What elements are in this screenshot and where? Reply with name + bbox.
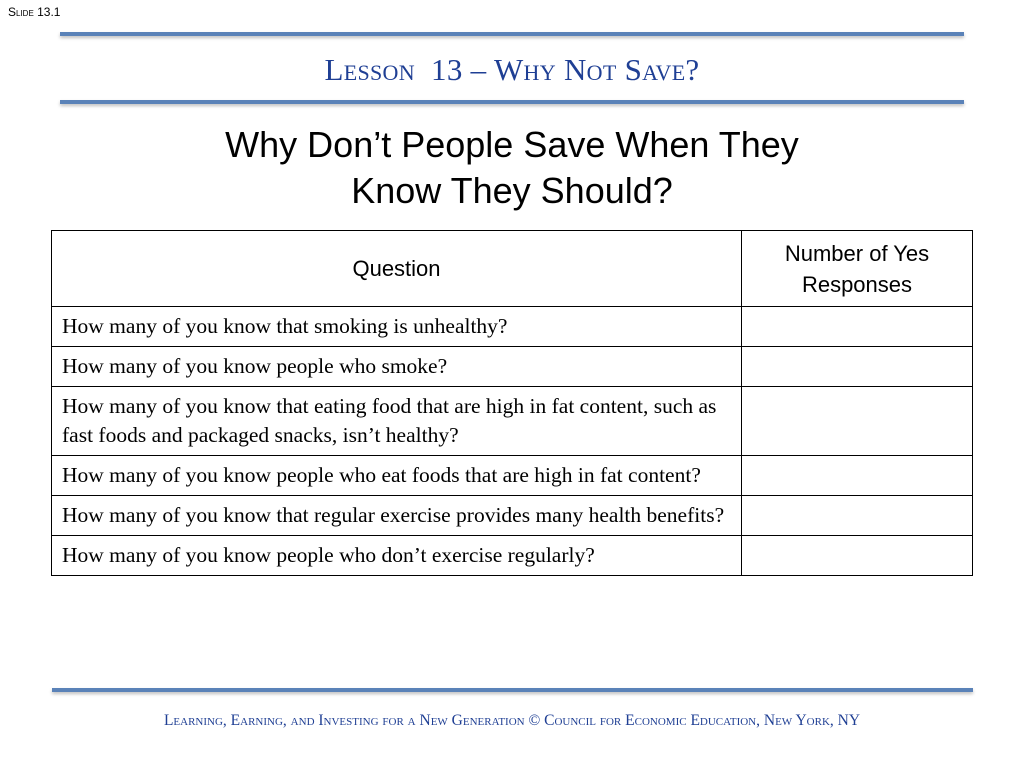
responses-cell [741, 535, 973, 576]
responses-cell [741, 346, 973, 387]
survey-table: Question Number of Yes Responses How man… [51, 230, 973, 576]
footer-credit: Learning, Earning, and Investing for a N… [163, 712, 861, 729]
question-cell: How many of you know that eating food th… [51, 386, 742, 456]
table-row: How many of you know that eating food th… [51, 386, 973, 456]
question-cell: How many of you know that smoking is unh… [51, 306, 742, 347]
table-row: How many of you know that regular exerci… [51, 495, 973, 536]
question-column-header: Question [51, 230, 742, 307]
slide-number: Slide 13.1 [8, 5, 61, 19]
slide-subtitle: Why Don’t People Save When They Know The… [0, 122, 1024, 214]
footer-rule [52, 688, 973, 692]
question-cell: How many of you know that regular exerci… [51, 495, 742, 536]
table-row: How many of you know people who smoke? [51, 346, 973, 387]
responses-cell [741, 386, 973, 456]
question-cell: How many of you know people who smoke? [51, 346, 742, 387]
subtitle-line-2: Know They Should? [351, 170, 673, 211]
question-cell: How many of you know people who don’t ex… [51, 535, 742, 576]
responses-column-header: Number of Yes Responses [741, 230, 973, 307]
table-row: How many of you know people who don’t ex… [51, 535, 973, 576]
question-cell: How many of you know people who eat food… [51, 455, 742, 496]
table-row: How many of you know that smoking is unh… [51, 306, 973, 347]
lesson-title: Lesson 13 – Why Not Save? [324, 52, 700, 87]
responses-cell [741, 495, 973, 536]
table-row: How many of you know people who eat food… [51, 455, 973, 496]
top-rule [60, 32, 964, 36]
responses-cell [741, 306, 973, 347]
subtitle-line-1: Why Don’t People Save When They [225, 124, 799, 165]
title-underline-rule [60, 100, 964, 104]
responses-cell [741, 455, 973, 496]
table-header-row: Question Number of Yes Responses [51, 230, 973, 307]
